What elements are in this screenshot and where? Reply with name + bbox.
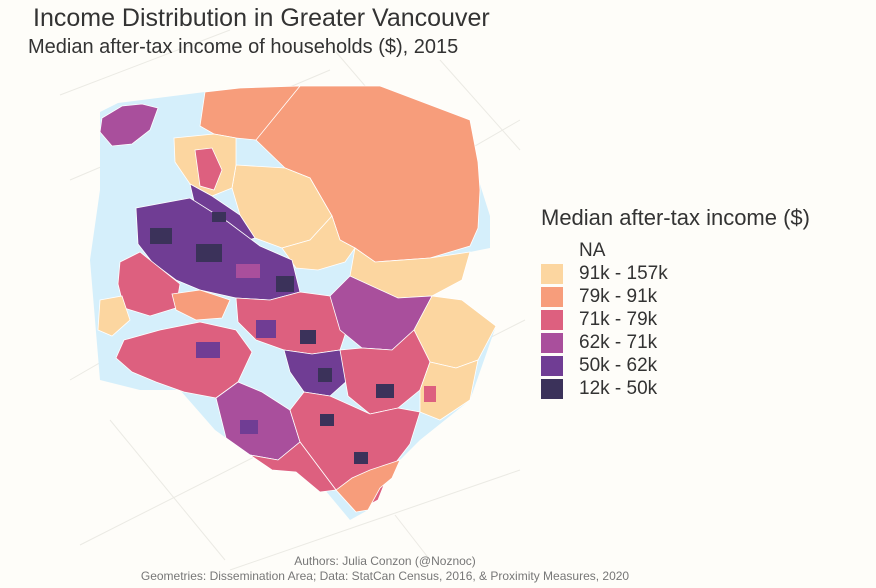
legend-swatch-50k-62k	[541, 355, 563, 376]
caption-authors: Authors: Julia Conzon (@Noznoc)	[294, 554, 476, 568]
patch-ladner	[240, 420, 258, 434]
legend-swatch-71k-79k	[541, 309, 563, 330]
legend-swatch-91k-157k	[541, 263, 563, 284]
legend: Median after-tax income ($) NA 91k - 157…	[541, 205, 810, 400]
region-white-rock	[335, 459, 401, 513]
legend-swatch-12k-50k	[541, 378, 563, 399]
patch-kits	[236, 264, 260, 278]
patch-whalley	[320, 414, 334, 426]
caption-sources: Geometries: Dissemination Area; Data: St…	[140, 569, 630, 583]
patch-eastside	[196, 244, 222, 262]
legend-label-62k-71k: 62k - 71k	[579, 331, 658, 353]
legend-item-12k-50k: 12k - 50k	[541, 377, 810, 400]
legend-label-91k-157k: 91k - 157k	[579, 262, 668, 284]
patch-downtown	[150, 228, 172, 244]
dense-urban-patches	[150, 212, 436, 464]
region-new-west	[283, 349, 349, 397]
patch-new-west-core	[318, 368, 332, 382]
legend-label-71k-79k: 71k - 79k	[579, 308, 658, 330]
legend-item-91k-157k: 91k - 157k	[541, 262, 810, 285]
chart-title: Income Distribution in Greater Vancouver	[33, 4, 490, 32]
chart-subtitle: Median after-tax income of households ($…	[28, 36, 459, 58]
legend-swatch-79k-91k	[541, 286, 563, 307]
patch-guildford	[376, 384, 394, 398]
patch-marpole	[276, 276, 294, 292]
legend-label-na: NA	[579, 239, 606, 261]
legend-label-79k-91k: 79k - 91k	[579, 285, 658, 307]
region-ubc	[97, 295, 131, 337]
legend-item-na: NA	[541, 239, 810, 262]
regions	[97, 85, 497, 513]
legend-label-12k-50k: 12k - 50k	[579, 377, 658, 399]
region-bowen	[99, 103, 159, 147]
legend-label-50k-62k: 50k - 62k	[579, 354, 658, 376]
legend-swatch-62k-71k	[541, 332, 563, 353]
patch-edmonds	[300, 330, 316, 344]
region-north-shore-west-coast	[194, 147, 223, 191]
legend-title: Median after-tax income ($)	[541, 205, 810, 230]
patch-metrotown	[256, 320, 276, 338]
region-south-delta	[249, 441, 337, 493]
legend-item-50k-62k: 50k - 62k	[541, 354, 810, 377]
patch-north-van	[212, 212, 226, 222]
legend-item-79k-91k: 79k - 91k	[541, 285, 810, 308]
region-sea-island	[171, 289, 231, 321]
legend-swatch-na	[541, 240, 563, 261]
region-north-shore-west	[199, 85, 301, 141]
legend-item-71k-79k: 71k - 79k	[541, 308, 810, 331]
patch-surrey-south	[354, 452, 368, 464]
region-surrey-east	[419, 359, 479, 421]
patch-port-moody	[424, 386, 436, 402]
patch-richmond-centre	[196, 342, 220, 358]
legend-item-62k-71k: 62k - 71k	[541, 331, 810, 354]
